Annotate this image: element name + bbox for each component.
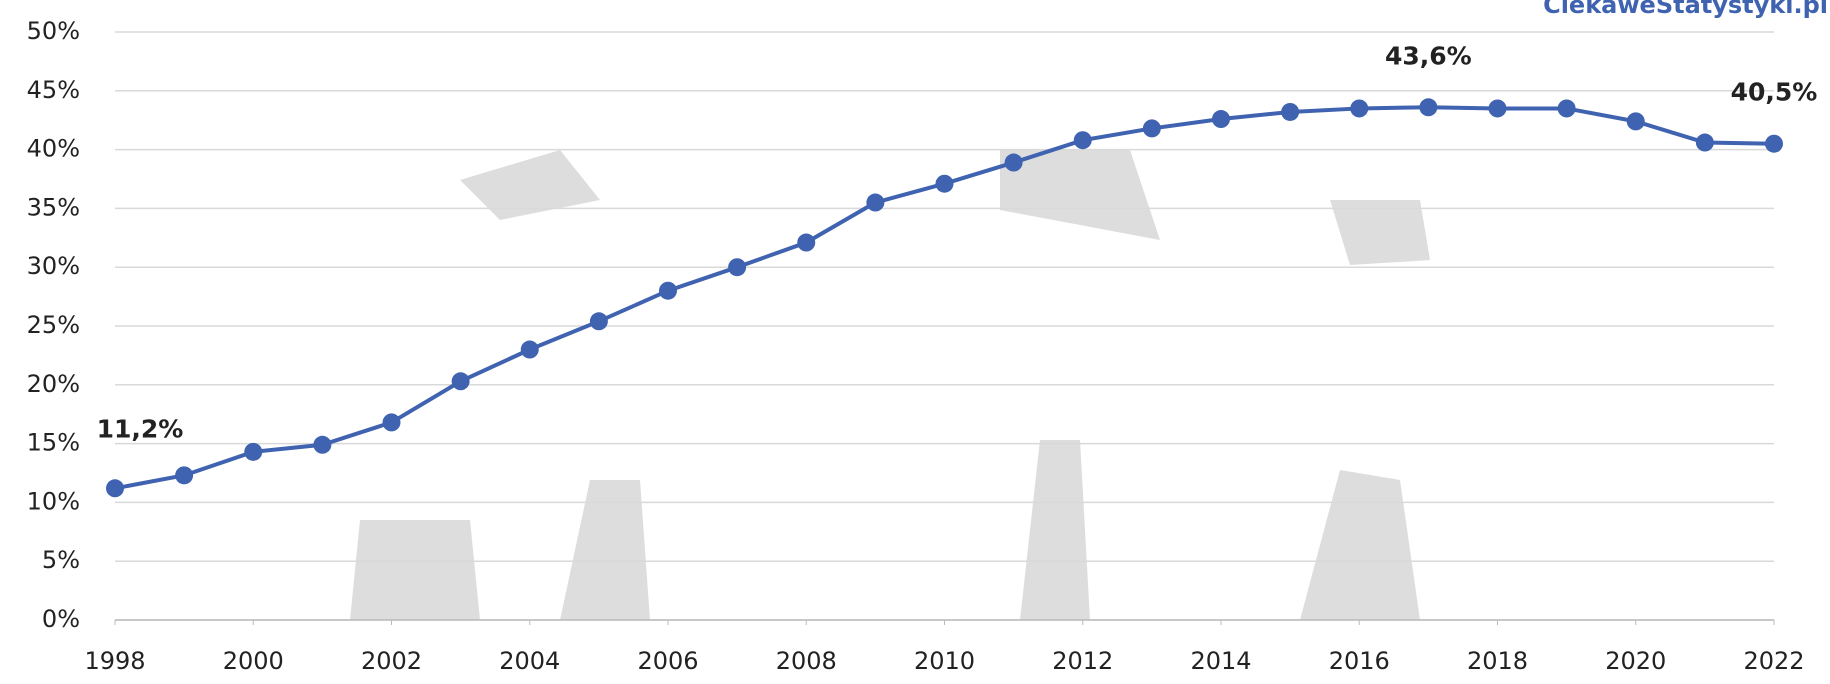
x-tick-label: 2022 <box>1743 647 1804 675</box>
y-tick-label: 0% <box>42 605 80 633</box>
data-label: 43,6% <box>1385 41 1472 70</box>
point <box>1350 99 1369 118</box>
x-tick-label: 2020 <box>1605 647 1666 675</box>
point <box>589 312 608 331</box>
point <box>866 193 885 212</box>
data-label: 40,5% <box>1731 78 1818 107</box>
point <box>520 340 539 359</box>
y-tick-label: 20% <box>27 370 80 398</box>
point <box>1419 98 1438 117</box>
point <box>935 174 954 193</box>
y-tick-label: 35% <box>27 193 80 221</box>
y-tick-label: 40% <box>27 135 80 163</box>
point <box>244 442 263 461</box>
point <box>797 233 816 252</box>
point <box>382 413 401 432</box>
y-tick-label: 50% <box>27 17 80 45</box>
point <box>175 466 194 485</box>
data-label: 11,2% <box>97 414 184 443</box>
point <box>1488 99 1507 118</box>
y-tick-label: 5% <box>42 546 80 574</box>
point <box>1212 110 1230 129</box>
y-tick-label: 45% <box>27 76 80 104</box>
x-tick-label: 2000 <box>223 647 284 675</box>
x-tick-label: 2004 <box>499 647 560 675</box>
point <box>1073 131 1092 150</box>
x-tick-label: 2010 <box>914 647 975 675</box>
point <box>1281 102 1300 121</box>
point <box>451 372 470 391</box>
y-tick-label: 15% <box>27 429 80 457</box>
point <box>1004 153 1023 172</box>
point <box>1695 133 1714 152</box>
point <box>1626 112 1645 131</box>
x-tick-label: 2014 <box>1190 647 1251 675</box>
point <box>1557 99 1576 118</box>
point <box>313 435 332 454</box>
x-tick-label: 1998 <box>84 647 145 675</box>
point <box>659 281 677 300</box>
y-tick-label: 25% <box>27 311 80 339</box>
x-tick-label: 2016 <box>1329 647 1390 675</box>
x-tick-label: 2018 <box>1467 647 1528 675</box>
watermark: CiekaweStatystyki.pl <box>1543 0 1828 19</box>
point <box>1142 119 1161 138</box>
x-tick-label: 2002 <box>361 647 422 675</box>
point <box>1765 134 1783 153</box>
x-tick-label: 2008 <box>776 647 837 675</box>
y-tick-label: 10% <box>27 487 80 515</box>
y-tick-label: 30% <box>27 252 80 280</box>
point <box>728 258 747 277</box>
x-tick-label: 2006 <box>637 647 698 675</box>
x-tick-label: 2012 <box>1052 647 1113 675</box>
point <box>106 479 124 498</box>
